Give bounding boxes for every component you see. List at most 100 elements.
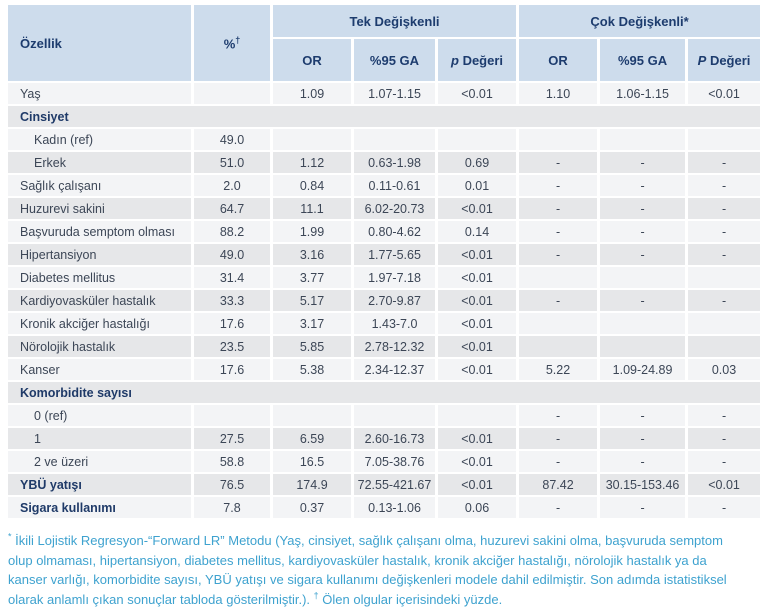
cell-value: - — [688, 175, 761, 196]
cell-value — [688, 313, 761, 334]
table-row: Diabetes mellitus 31.4 3.77 1.97-7.18 <0.01 — [8, 267, 761, 288]
cell-value: <0.01 — [438, 336, 517, 357]
cell-value: 2.60-16.73 — [354, 428, 435, 449]
header-or-univariate: OR — [273, 39, 351, 81]
footnote-star-marker: * — [8, 531, 12, 542]
cell-value — [688, 336, 761, 357]
cell-value: 5.38 — [273, 359, 351, 380]
cell-value: - — [600, 405, 686, 426]
cell-value: 87.42 — [519, 474, 598, 495]
cell-value: 0.13-1.06 — [354, 497, 435, 518]
cell-value: - — [600, 198, 686, 219]
footnote-star-text: İkili Lojistik Regresyon-“Forward LR” Me… — [8, 533, 727, 607]
regression-results-table: Özellik %† Tek Değişkenli Çok Değişkenli… — [5, 3, 763, 520]
cell-value: 5.22 — [519, 359, 598, 380]
cell-value: 0.37 — [273, 497, 351, 518]
cell-feature: YBÜ yatışı — [8, 474, 191, 495]
table-row: Kardiyovasküler hastalık 33.3 5.17 2.70-9.8… — [8, 290, 761, 311]
cell-feature: Yaş — [8, 83, 191, 104]
cell-value — [438, 405, 517, 426]
cell-value — [194, 83, 270, 104]
cell-value: - — [519, 428, 598, 449]
percent-sign: % — [223, 36, 236, 52]
cell-value: 1.06-1.15 — [600, 83, 686, 104]
cell-value: 23.5 — [194, 336, 270, 357]
cell-feature: Kanser — [8, 359, 191, 380]
cell-value: <0.01 — [438, 290, 517, 311]
table-row: YBÜ yatışı 76.5 174.9 72.55-421.67 <0.01 87.4… — [8, 474, 761, 495]
cell-value: - — [688, 428, 761, 449]
cell-feature: 0 (ref) — [8, 405, 191, 426]
cell-value: - — [600, 497, 686, 518]
cell-value — [519, 267, 598, 288]
cell-value: 33.3 — [194, 290, 270, 311]
cell-value: 3.77 — [273, 267, 351, 288]
cell-feature: Huzurevi sakini — [8, 198, 191, 219]
p-italic: p — [451, 52, 459, 68]
cell-value — [600, 313, 686, 334]
cell-value: 7.8 — [194, 497, 270, 518]
cell-value: 2.0 — [194, 175, 270, 196]
cell-value: 51.0 — [194, 152, 270, 173]
cell-feature: Kadın (ref) — [8, 129, 191, 150]
cell-value — [273, 129, 351, 150]
cell-value: <0.01 — [438, 359, 517, 380]
cell-value — [519, 336, 598, 357]
cell-value: 174.9 — [273, 474, 351, 495]
cell-value: <0.01 — [688, 474, 761, 495]
cell-value: 17.6 — [194, 313, 270, 334]
cell-value: 1.43-7.0 — [354, 313, 435, 334]
cell-feature: Nörolojik hastalık — [8, 336, 191, 357]
header-percent: %† — [194, 5, 270, 81]
cell-value: <0.01 — [438, 428, 517, 449]
cell-value: - — [688, 152, 761, 173]
p-label-rest: Değeri — [706, 52, 751, 68]
cell-value: 6.59 — [273, 428, 351, 449]
cell-value: <0.01 — [438, 313, 517, 334]
cell-value: - — [519, 244, 598, 265]
cell-value: 1.09 — [273, 83, 351, 104]
p-label-rest: Değeri — [458, 52, 504, 68]
table-row: Başvuruda semptom olması 88.2 1.99 0.80-4.6… — [8, 221, 761, 242]
cell-value — [273, 405, 351, 426]
cell-value: - — [600, 175, 686, 196]
cell-value: - — [600, 152, 686, 173]
cell-value: 0.14 — [438, 221, 517, 242]
header-p-univariate: p Değeri — [438, 39, 517, 81]
cell-value — [519, 129, 598, 150]
cell-value — [194, 405, 270, 426]
cell-value: 49.0 — [194, 129, 270, 150]
table-row: Huzurevi sakini 64.7 11.1 6.02-20.73 <0.01- -… — [8, 198, 761, 219]
cell-value: 2.70-9.87 — [354, 290, 435, 311]
cell-value: 1.09-24.89 — [600, 359, 686, 380]
cell-value: - — [688, 244, 761, 265]
cell-value: - — [519, 497, 598, 518]
table-row: Yaş 1.09 1.07-1.15 <0.01 1.10 1.06-1.15 <0.01 — [8, 83, 761, 104]
cell-feature: Hipertansiyon — [8, 244, 191, 265]
table-row: 2 ve üzeri 58.8 16.5 7.05-38.76 <0.01- - - — [8, 451, 761, 472]
cell-value: 2.78-12.32 — [354, 336, 435, 357]
cell-value: 1.77-5.65 — [354, 244, 435, 265]
cell-value: 1.07-1.15 — [354, 83, 435, 104]
cell-value: <0.01 — [438, 451, 517, 472]
cell-value — [600, 267, 686, 288]
cell-value: 1.97-7.18 — [354, 267, 435, 288]
cell-value: 1.99 — [273, 221, 351, 242]
cell-value: 0.11-0.61 — [354, 175, 435, 196]
cell-value — [600, 129, 686, 150]
cell-value: - — [519, 405, 598, 426]
cell-value: <0.01 — [438, 244, 517, 265]
cell-value — [519, 313, 598, 334]
cell-value: 2.34-12.37 — [354, 359, 435, 380]
table-row: Kronik akciğer hastalığı 17.6 3.17 1.43-7.0… — [8, 313, 761, 334]
cell-value: <0.01 — [688, 83, 761, 104]
table-row: Kanser 17.6 5.38 2.34-12.37 <0.01 5.22 1.09-24… — [8, 359, 761, 380]
header-sub-row: OR %95 GA p Değeri OR %95 GA P Değeri — [8, 39, 761, 81]
footnote-dagger-text: Ölen olgular içerisindeki yüzde. — [318, 591, 503, 607]
table-row: Sağlık çalışanı 2.0 0.84 0.11-0.61 0.01- - - — [8, 175, 761, 196]
cell-value: 7.05-38.76 — [354, 451, 435, 472]
cell-value: - — [600, 244, 686, 265]
cell-value: - — [519, 198, 598, 219]
cell-value: 76.5 — [194, 474, 270, 495]
cell-value: 30.15-153.46 — [600, 474, 686, 495]
